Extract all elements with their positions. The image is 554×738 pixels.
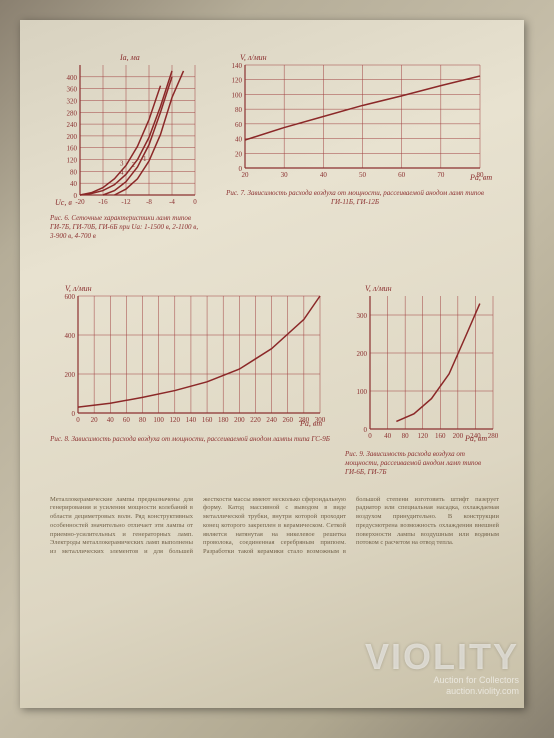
svg-text:120: 120 [417,432,428,440]
fig8-block: V, л/мин Pa, вт 020406080100120140160180… [50,281,330,477]
svg-text:100: 100 [357,388,368,396]
svg-text:80: 80 [70,168,78,176]
svg-text:240: 240 [470,432,481,440]
svg-text:100: 100 [232,91,243,99]
fig6-block: Ia, ма Uc, в -20-16-12-8-400408012016020… [50,50,200,241]
svg-text:20: 20 [235,150,243,158]
svg-text:120: 120 [232,77,243,85]
svg-text:3: 3 [120,159,124,167]
svg-text:40: 40 [235,136,243,144]
svg-text:-12: -12 [121,198,131,206]
fig8-chart: V, л/мин Pa, вт 020406080100120140160180… [50,281,330,431]
svg-text:-16: -16 [98,198,108,206]
svg-text:20: 20 [91,416,99,424]
fig7-block: V, л/мин Pa, вт 203040506070800204060801… [215,50,495,241]
svg-text:40: 40 [107,416,115,424]
svg-text:160: 160 [202,416,213,424]
svg-text:60: 60 [398,171,406,179]
svg-text:80: 80 [139,416,147,424]
svg-text:50: 50 [359,171,367,179]
fig6-ylabel: Ia, ма [119,53,140,62]
svg-text:160: 160 [67,145,78,153]
page: Ia, ма Uc, в -20-16-12-8-400408012016020… [20,20,524,708]
svg-text:360: 360 [67,86,78,94]
svg-text:400: 400 [67,74,78,82]
svg-text:0: 0 [76,416,80,424]
svg-text:80: 80 [402,432,410,440]
svg-text:220: 220 [250,416,261,424]
fig9-block: V, л/мин Pa, вт 040801201602002402800100… [345,281,500,477]
svg-text:140: 140 [232,62,243,70]
svg-text:0: 0 [72,410,76,418]
svg-text:-4: -4 [169,198,175,206]
fig8-caption: Рис. 8. Зависимость расхода воздуха от м… [50,435,330,444]
svg-text:0: 0 [74,192,78,200]
svg-text:80: 80 [477,171,485,179]
svg-text:40: 40 [70,180,78,188]
svg-text:20: 20 [242,171,250,179]
fig7-chart: V, л/мин Pa, вт 203040506070800204060801… [215,50,495,185]
svg-text:300: 300 [315,416,326,424]
svg-text:320: 320 [67,97,78,105]
svg-text:30: 30 [281,171,289,179]
fig9-chart: V, л/мин Pa, вт 040801201602002402800100… [345,281,500,446]
svg-text:400: 400 [65,332,76,340]
fig8-ylabel: V, л/мин [65,284,92,293]
svg-text:200: 200 [357,350,368,358]
fig6-xlabel: Uc, в [55,198,72,207]
fig6-chart: Ia, ма Uc, в -20-16-12-8-400408012016020… [50,50,200,210]
svg-text:120: 120 [170,416,181,424]
svg-text:140: 140 [186,416,197,424]
fig7-caption: Рис. 7. Зависимость расхода воздуха от м… [215,189,495,207]
chart-row-1: Ia, ма Uc, в -20-16-12-8-400408012016020… [50,50,499,241]
svg-text:160: 160 [435,432,446,440]
svg-text:200: 200 [67,133,78,141]
svg-text:0: 0 [368,432,372,440]
svg-text:0: 0 [239,165,243,173]
svg-text:4: 4 [120,168,124,176]
svg-text:60: 60 [123,416,130,424]
svg-text:80: 80 [235,106,243,114]
svg-text:-8: -8 [146,198,152,206]
chart-row-2: V, л/мин Pa, вт 020406080100120140160180… [50,281,499,477]
svg-text:180: 180 [218,416,229,424]
svg-text:260: 260 [282,416,293,424]
svg-text:200: 200 [453,432,464,440]
svg-text:60: 60 [235,121,243,129]
svg-text:100: 100 [153,416,164,424]
svg-text:40: 40 [384,432,392,440]
svg-text:280: 280 [67,109,78,117]
svg-text:70: 70 [437,171,445,179]
svg-text:200: 200 [65,371,76,379]
svg-text:300: 300 [357,312,368,320]
fig9-caption: Рис. 9. Зависимость расхода воздуха от м… [345,450,500,477]
svg-text:0: 0 [193,198,197,206]
svg-text:40: 40 [320,171,328,179]
body-text: Металлокерамические лампы предназначены … [50,496,499,557]
fig9-ylabel: V, л/мин [365,284,392,293]
svg-text:280: 280 [299,416,310,424]
svg-text:240: 240 [67,121,78,129]
svg-text:280: 280 [488,432,499,440]
fig6-caption: Рис. 6. Сеточные характеристики ламп тип… [50,214,200,241]
svg-text:600: 600 [65,293,76,301]
fig7-ylabel: V, л/мин [240,53,267,62]
svg-text:240: 240 [266,416,277,424]
svg-text:200: 200 [234,416,245,424]
svg-text:120: 120 [67,157,78,165]
svg-text:0: 0 [364,426,368,434]
